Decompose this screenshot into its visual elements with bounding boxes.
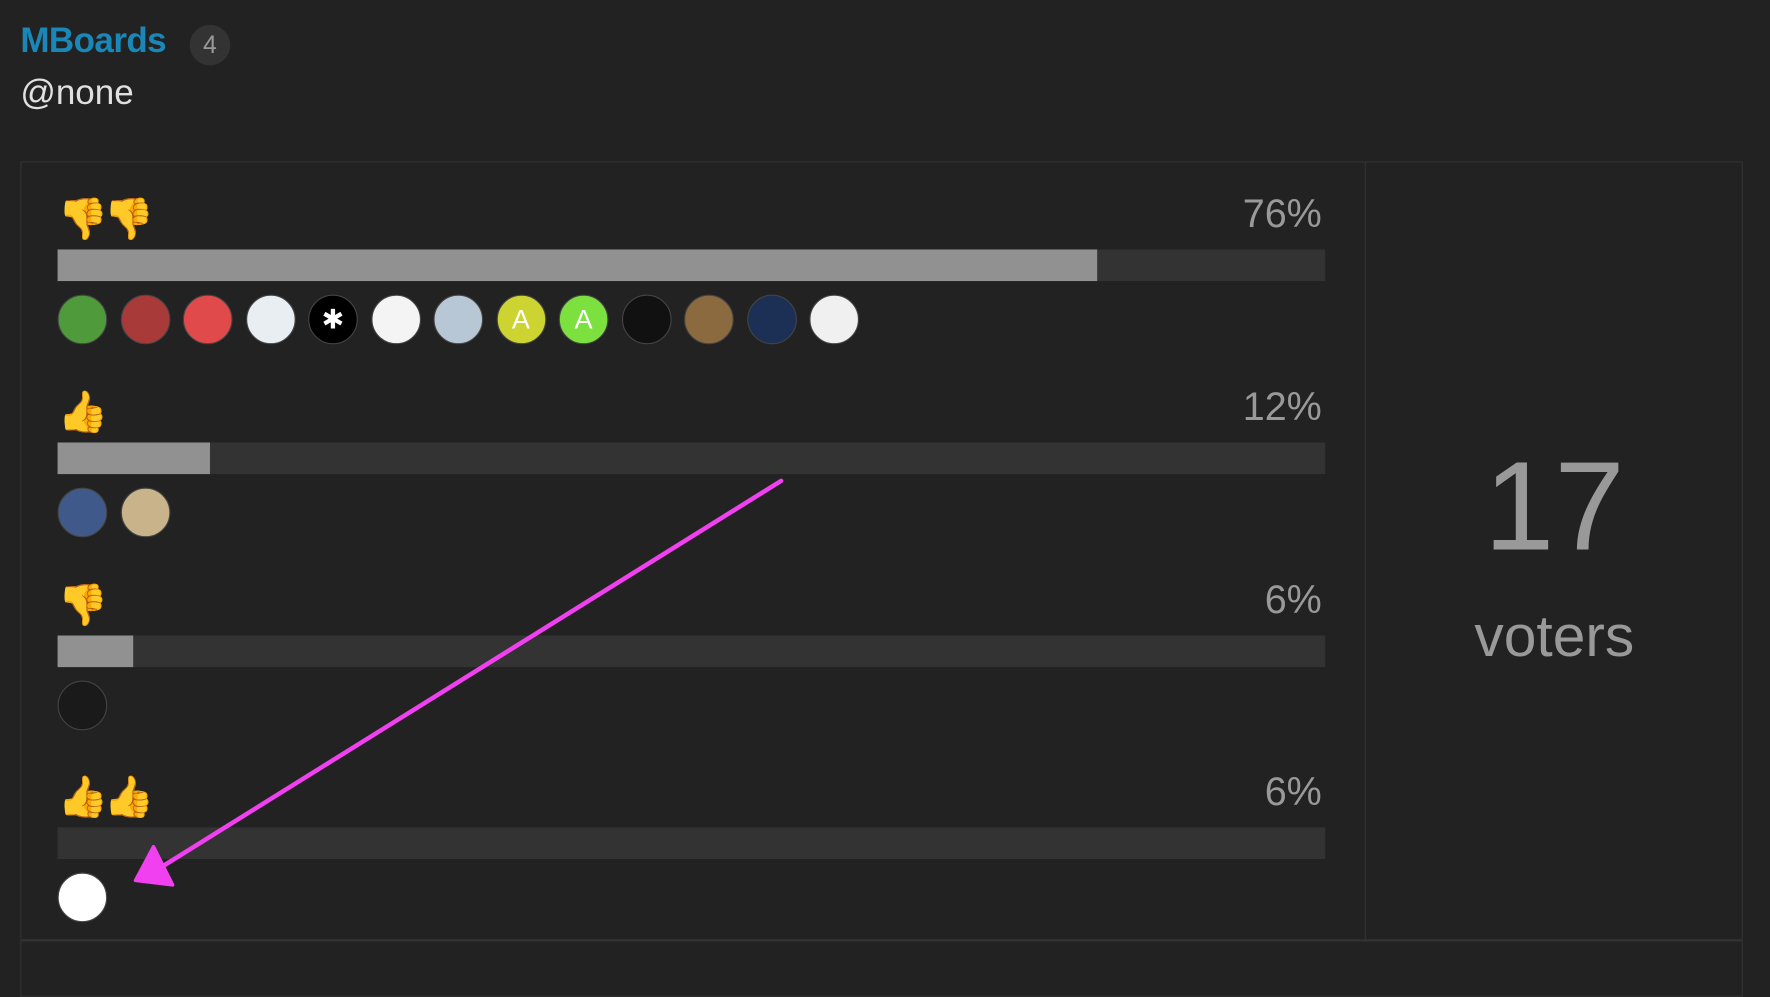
option-emoji: 👎👎 (57, 195, 155, 242)
voter-avatar[interactable] (182, 294, 233, 345)
voter-label: voters (1474, 603, 1635, 670)
voter-avatars (57, 872, 108, 923)
poll-option: 👍 12% (57, 356, 1327, 538)
option-bar-track (57, 635, 1326, 668)
voter-avatar[interactable] (245, 294, 296, 345)
voter-avatar[interactable] (433, 294, 484, 345)
avatar-letter: A (574, 304, 593, 336)
voter-avatar[interactable] (57, 872, 108, 923)
poll-option: 👍👍 6% (57, 740, 1327, 923)
board-title-link[interactable]: MBoards (20, 20, 167, 60)
voter-avatar[interactable] (370, 294, 421, 345)
poll-results-panel: 👎👎 76% ✱ A A 👍 12% 👎 6% 👍👍 6% 17 voters (20, 161, 1743, 997)
poll-page: MBoards 4 @none 👎👎 76% ✱ A A 👍 12% 👎 6% 👍👍… (20, 20, 1743, 997)
voter-avatar[interactable] (120, 294, 170, 345)
voter-avatar[interactable]: A (496, 294, 546, 345)
voter-count: 17 (1484, 435, 1625, 577)
voter-avatar[interactable] (809, 294, 860, 345)
voter-avatar[interactable] (57, 680, 108, 731)
voter-avatar[interactable] (57, 487, 108, 538)
panel-divider (21, 939, 1742, 942)
option-emoji: 👎 (57, 581, 109, 628)
option-percent: 76% (1242, 191, 1322, 236)
voter-avatars: ✱ A A (57, 294, 860, 345)
option-percent: 12% (1242, 384, 1322, 429)
voter-avatar[interactable] (57, 294, 108, 345)
voter-avatar[interactable]: ✱ (308, 294, 358, 345)
poll-option: 👎 6% (57, 549, 1327, 731)
voter-avatar[interactable] (684, 294, 734, 345)
column-divider (1364, 162, 1366, 941)
option-bar-track (57, 442, 1326, 475)
option-percent: 6% (1264, 577, 1322, 622)
voter-avatars (57, 487, 170, 538)
option-emoji: 👍 (57, 388, 109, 435)
avatar-glyph: ✱ (321, 304, 345, 336)
voter-avatar[interactable] (746, 294, 797, 345)
option-bar-fill (57, 442, 210, 475)
user-handle: @none (20, 72, 134, 112)
poll-option: 👎👎 76% ✱ A A (57, 163, 1327, 345)
option-bar-track (57, 249, 1326, 282)
option-bar-fill (57, 635, 134, 668)
option-emoji: 👍👍 (57, 773, 155, 820)
voter-avatars (57, 680, 108, 731)
option-bar-fill (57, 249, 1098, 282)
option-bar-track (57, 827, 1326, 860)
voter-avatar[interactable] (120, 487, 170, 538)
avatar-letter: A (511, 304, 530, 336)
option-percent: 6% (1264, 769, 1322, 814)
voter-avatar[interactable] (621, 294, 672, 345)
voter-avatar[interactable]: A (558, 294, 609, 345)
count-badge: 4 (189, 24, 231, 66)
